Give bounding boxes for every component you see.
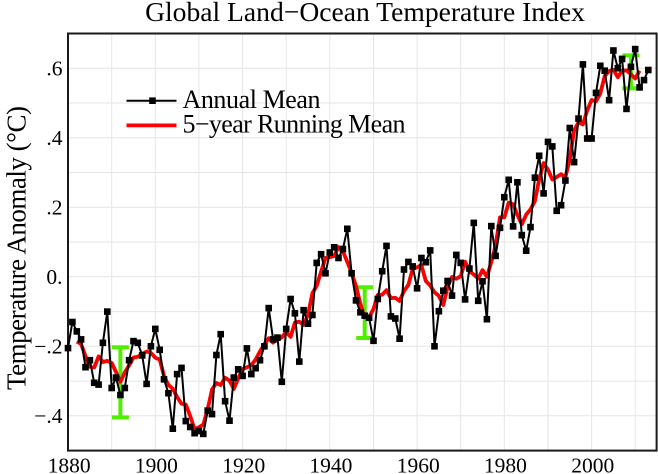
svg-text:0.: 0. bbox=[46, 265, 62, 289]
svg-text:1880: 1880 bbox=[48, 454, 91, 474]
svg-text:2000: 2000 bbox=[571, 454, 614, 474]
svg-text:1920: 1920 bbox=[222, 454, 265, 474]
svg-text:−.4: −.4 bbox=[34, 404, 63, 428]
svg-text:1960: 1960 bbox=[397, 454, 440, 474]
svg-text:1900: 1900 bbox=[135, 454, 178, 474]
svg-text:.2: .2 bbox=[46, 196, 62, 220]
svg-text:Global Land−Ocean Temperature: Global Land−Ocean Temperature Index bbox=[145, 0, 585, 27]
svg-text:.4: .4 bbox=[46, 126, 62, 150]
svg-text:5−year Running Mean: 5−year Running Mean bbox=[183, 109, 406, 138]
svg-text:Annual Mean: Annual Mean bbox=[183, 85, 321, 114]
svg-text:−.2: −.2 bbox=[34, 335, 62, 359]
svg-text:1940: 1940 bbox=[309, 454, 352, 474]
svg-text:1980: 1980 bbox=[484, 454, 527, 474]
svg-text:Temperature Anomaly (°C): Temperature Anomaly (°C) bbox=[2, 106, 32, 390]
svg-text:.6: .6 bbox=[46, 57, 62, 81]
